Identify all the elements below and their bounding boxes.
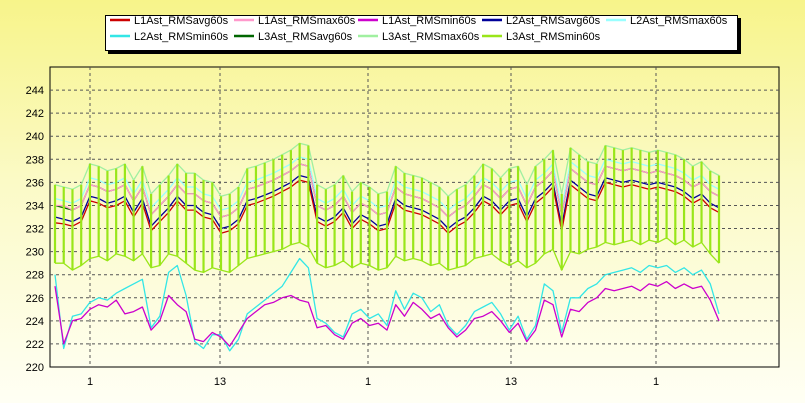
y-tick-label: 240 [26, 131, 44, 143]
y-tick-label: 244 [26, 85, 44, 97]
y-tick-label: 228 [26, 270, 44, 282]
legend-label: L1Ast_RMSavg60s [134, 15, 229, 27]
legend-label: L2Ast_RMSmax60s [630, 15, 728, 27]
axis-labels: 220 222 224 226 228 230 232 234 236 238 240 242 244 1… [26, 85, 659, 388]
x-tick-label: 1 [87, 376, 93, 388]
legend-label: L2Ast_RMSmin60s [134, 31, 229, 43]
x-tick-label: 13 [505, 376, 517, 388]
x-tick-label: 13 [214, 376, 226, 388]
grid-lines [50, 67, 779, 367]
legend-label: L1Ast_RMSmin60s [382, 15, 477, 27]
y-tick-label: 232 [26, 224, 44, 236]
legend-label: L1Ast_RMSmax60s [258, 15, 356, 27]
y-tick-label: 226 [26, 293, 44, 305]
legend [105, 15, 738, 51]
y-tick-label: 242 [26, 108, 44, 120]
y-tick-label: 236 [26, 177, 44, 189]
y-tick-label: 222 [26, 339, 44, 351]
legend-label: L3Ast_RMSmax60s [382, 31, 480, 43]
legend-label: L3Ast_RMSmin60s [506, 31, 601, 43]
series-line-L3Ast_RMSmax60s [54, 142, 720, 197]
legend-label: L3Ast_RMSavg60s [258, 31, 353, 43]
series-line-L2Ast_RMSmin60s [54, 257, 720, 352]
series-line-L3Ast_RMSmin60s [55, 237, 720, 274]
series-line-L1Ast_RMSmin60s [54, 280, 720, 347]
y-tick-label: 238 [26, 154, 44, 166]
plot-area [49, 66, 780, 368]
series-group [53, 142, 721, 352]
y-tick-label: 220 [26, 362, 44, 374]
x-tick-label: 1 [365, 376, 371, 388]
x-tick-label: 1 [653, 376, 659, 388]
legend-entries: L1Ast_RMSavg60s L1Ast_RMSmax60s L1Ast_RMSm… [110, 15, 728, 43]
y-tick-label: 234 [26, 200, 44, 212]
y-tick-label: 230 [26, 247, 44, 259]
y-tick-label: 224 [26, 316, 44, 328]
legend-label: L2Ast_RMSavg60s [506, 15, 601, 27]
